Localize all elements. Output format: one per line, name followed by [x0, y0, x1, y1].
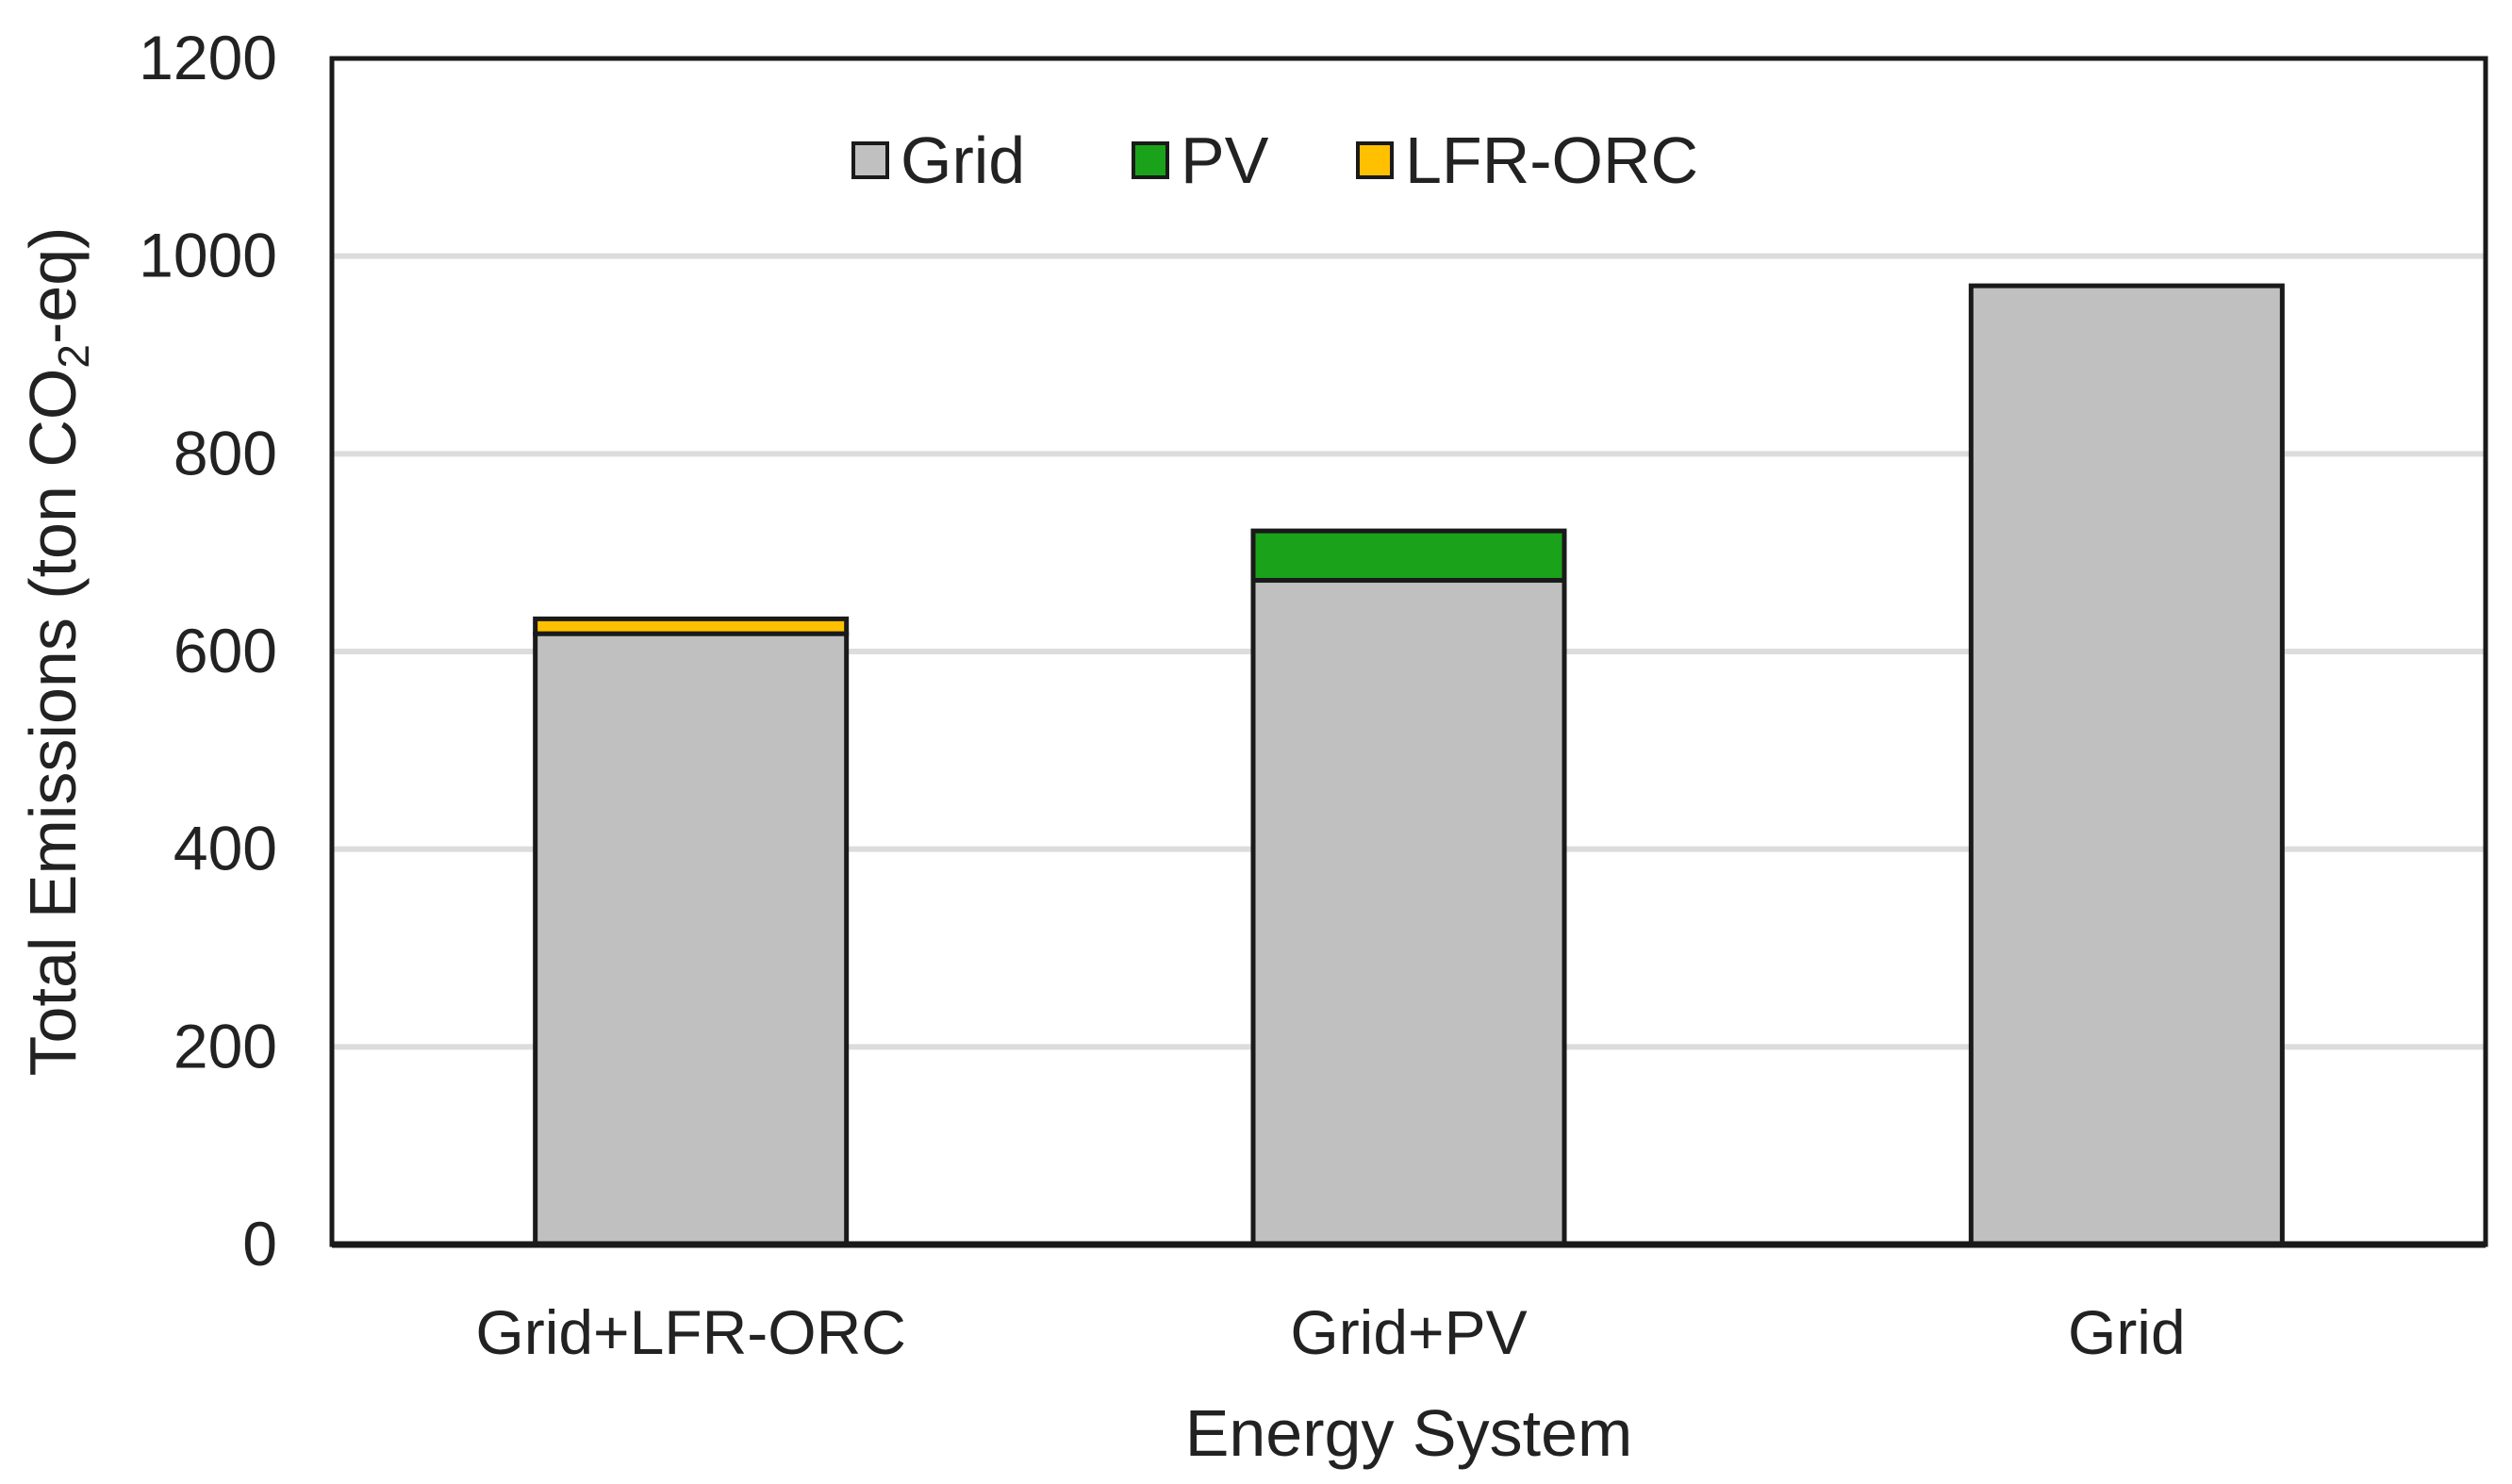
y-tick-label: 400	[174, 814, 277, 883]
legend-swatch	[1356, 141, 1394, 179]
y-tick-label: 1200	[139, 23, 277, 92]
x-axis-title: Energy System	[1185, 1396, 1633, 1470]
y-axis-title: Total Emissions (ton CO2-eq)	[16, 227, 98, 1077]
y-tick-label: 600	[174, 616, 277, 685]
tick-labels: 0 200 400 600 800 1000 1200 Grid+LFR-ORC Grid+PV…	[139, 23, 2186, 1367]
legend-item: LFR-ORC	[1356, 124, 1698, 197]
bar-segment	[1250, 578, 1567, 1247]
legend-item: Grid	[851, 124, 1025, 197]
bars	[533, 283, 2285, 1247]
x-tick-label: Grid	[2068, 1297, 2186, 1367]
y-axis-title-prefix: Total Emissions (ton CO	[16, 369, 90, 1077]
y-tick-label: 800	[174, 418, 277, 487]
legend-label: PV	[1181, 124, 1269, 197]
axes	[329, 56, 2488, 1248]
bar-segment	[1968, 283, 2285, 1247]
legend-swatch	[851, 141, 889, 179]
y-tick-label: 0	[242, 1209, 277, 1278]
y-axis-title-suffix: -eq)	[16, 227, 90, 344]
y-axis-title-subscript: 2	[49, 344, 98, 369]
x-tick-label: Grid+LFR-ORC	[475, 1297, 906, 1367]
bar-segment	[1250, 528, 1567, 584]
legend-label: Grid	[901, 124, 1025, 197]
legend: Grid PV LFR-ORC	[851, 124, 1698, 197]
bar-segment	[533, 631, 850, 1247]
y-tick-label: 1000	[139, 221, 277, 290]
legend-label: LFR-ORC	[1405, 124, 1698, 197]
x-tick-label: Grid+PV	[1290, 1297, 1527, 1367]
bar-segment	[533, 616, 850, 636]
y-tick-label: 200	[174, 1011, 277, 1080]
legend-item: PV	[1132, 124, 1269, 197]
legend-swatch	[1132, 141, 1169, 179]
